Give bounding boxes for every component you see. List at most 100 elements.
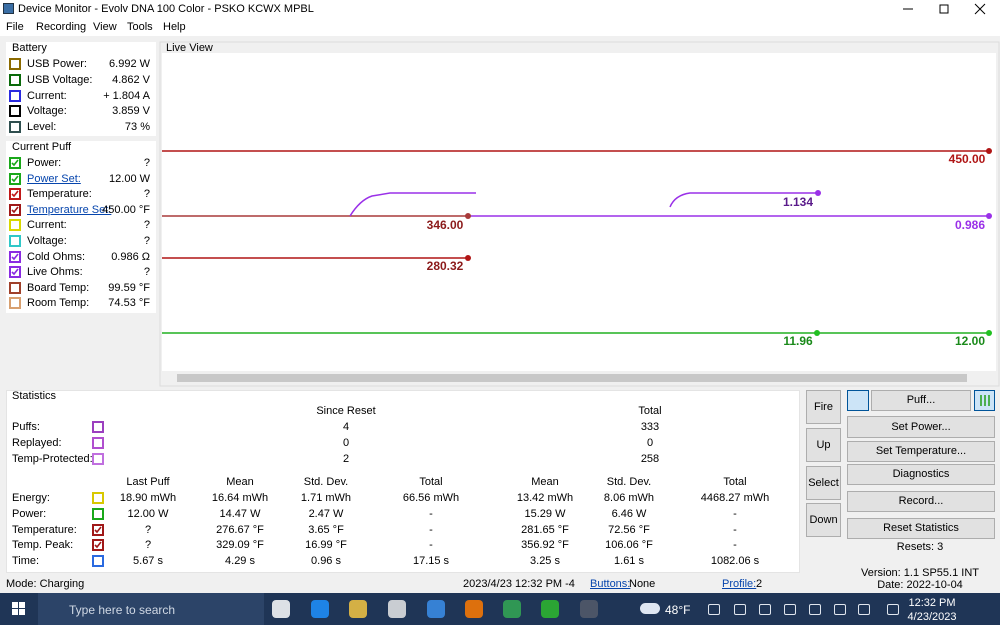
trace-dot — [986, 148, 992, 154]
checkbox[interactable] — [9, 157, 21, 169]
checkbox[interactable] — [9, 203, 21, 216]
row-link[interactable]: Temperature Set: — [27, 203, 112, 216]
checkbox[interactable] — [9, 250, 21, 263]
status-link[interactable]: Profile: — [722, 578, 757, 590]
tray-icon[interactable] — [759, 604, 771, 615]
checkbox[interactable] — [92, 492, 104, 504]
action-button[interactable]: Set Power... — [847, 416, 995, 438]
status-mode: Mode: Charging — [6, 578, 85, 590]
menu-item[interactable]: Tools — [127, 21, 153, 33]
trace-dot — [465, 213, 471, 219]
row-label: Energy: — [12, 492, 50, 504]
tray-icon[interactable] — [734, 604, 746, 615]
checkbox[interactable] — [92, 437, 104, 449]
search-box[interactable] — [38, 593, 264, 625]
checkbox[interactable] — [92, 453, 104, 465]
action-button[interactable]: Set Temperature... — [847, 441, 995, 462]
row-value: 3.859 V — [112, 105, 150, 118]
taskbar-icon[interactable] — [541, 600, 559, 618]
taskbar-icon[interactable] — [272, 600, 290, 618]
tray-icon[interactable] — [834, 604, 846, 615]
menu-item[interactable]: Help — [163, 21, 186, 33]
checkbox[interactable] — [9, 58, 21, 70]
cell: - — [733, 523, 737, 536]
taskbar-icon[interactable] — [465, 600, 483, 618]
action-button[interactable]: Reset Statistics — [847, 518, 995, 539]
app-icon — [3, 3, 14, 14]
checkbox[interactable] — [9, 281, 21, 294]
close-button[interactable] — [968, 0, 992, 18]
checkbox[interactable] — [92, 421, 104, 433]
checkbox[interactable] — [9, 297, 21, 310]
device-button[interactable]: Select — [806, 466, 841, 500]
menu-item[interactable]: View — [93, 21, 117, 33]
checkbox[interactable] — [9, 89, 21, 102]
cell: 5.67 s — [133, 555, 163, 567]
tray-icon[interactable] — [708, 604, 720, 615]
device-button[interactable]: Fire — [806, 390, 841, 424]
tray-icon[interactable] — [887, 604, 899, 615]
row-label: USB Voltage: — [27, 73, 93, 86]
checkbox[interactable] — [9, 172, 21, 185]
taskbar-icon[interactable] — [349, 600, 367, 618]
pointer-button[interactable] — [847, 390, 869, 411]
maximize-button[interactable] — [932, 0, 956, 18]
start-button[interactable] — [0, 593, 38, 625]
cell: 276.67 °F — [216, 523, 264, 536]
checkbox[interactable] — [9, 266, 21, 279]
checkbox[interactable] — [9, 219, 21, 232]
scrollbar-thumb[interactable] — [177, 374, 967, 382]
checkbox[interactable] — [9, 188, 21, 201]
cell: 3.25 s — [530, 555, 560, 567]
weather-icon[interactable] — [640, 603, 660, 614]
trace-dot — [465, 255, 471, 261]
taskbar-icon[interactable] — [580, 600, 598, 618]
row-label: Replayed: — [12, 437, 62, 449]
checkbox[interactable] — [9, 105, 21, 118]
tray-icon[interactable] — [784, 604, 796, 615]
graph-button[interactable] — [974, 390, 995, 411]
device-button[interactable]: Up — [806, 428, 841, 462]
cell: - — [429, 539, 433, 552]
cell: - — [429, 507, 433, 520]
checkbox[interactable] — [9, 121, 21, 133]
row-link[interactable]: Power Set: — [27, 172, 81, 185]
weather[interactable]: 48°F — [665, 603, 691, 617]
check-mark — [11, 175, 19, 182]
taskbar-icon[interactable] — [388, 600, 406, 618]
checkbox[interactable] — [9, 73, 21, 86]
minimize-button[interactable] — [896, 0, 920, 18]
menu-item[interactable]: Recording — [36, 21, 87, 33]
row-value: 0.986 Ω — [111, 250, 150, 263]
row-label: Room Temp: — [27, 297, 90, 310]
checkbox[interactable] — [92, 507, 104, 520]
cell: 72.56 °F — [608, 523, 650, 536]
taskbar-icon[interactable] — [311, 600, 329, 618]
checkbox[interactable] — [92, 539, 104, 552]
check-mark — [11, 190, 19, 198]
checkbox[interactable] — [9, 235, 21, 247]
cell: 0 — [646, 437, 654, 449]
cell: - — [733, 507, 737, 520]
taskbar-icon[interactable] — [503, 600, 521, 618]
action-button[interactable]: Record... — [847, 491, 995, 512]
device-button[interactable]: Down — [806, 503, 841, 537]
check-mark — [11, 268, 19, 276]
scroll-left[interactable] — [164, 372, 176, 384]
cell: 17.15 s — [412, 555, 450, 567]
menu-item[interactable]: File — [6, 21, 24, 33]
cell: 15.29 W — [524, 507, 566, 520]
battery-group — [6, 42, 156, 136]
cell: 14.47 W — [219, 507, 261, 520]
window-title: Device Monitor - Evolv DNA 100 Color - P… — [18, 3, 314, 15]
checkbox[interactable] — [92, 555, 104, 567]
action-button[interactable]: Puff... — [871, 390, 971, 411]
tray-icon[interactable] — [809, 604, 821, 615]
check-mark — [94, 541, 102, 549]
checkbox[interactable] — [92, 523, 104, 536]
action-button[interactable]: Diagnostics — [847, 464, 995, 485]
taskbar-icon[interactable] — [427, 600, 445, 618]
cell: 12.00 W — [127, 507, 169, 520]
status-link[interactable]: Buttons: — [590, 578, 631, 590]
tray-icon[interactable] — [858, 604, 870, 615]
